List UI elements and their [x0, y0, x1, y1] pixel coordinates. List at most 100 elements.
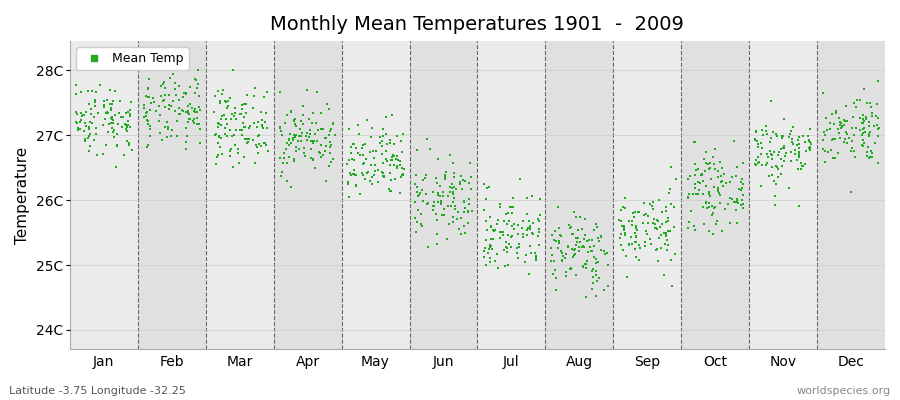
Point	[765, 164, 779, 170]
Point	[572, 235, 586, 241]
Point	[303, 154, 318, 161]
Point	[645, 199, 660, 205]
Point	[659, 230, 673, 236]
Point	[479, 195, 493, 202]
Point	[140, 86, 155, 93]
Point	[114, 124, 129, 130]
Point	[162, 106, 176, 112]
Point	[864, 104, 878, 110]
Point	[166, 98, 181, 104]
Point	[482, 245, 496, 252]
Point	[493, 201, 508, 208]
Point	[838, 118, 852, 124]
Point	[477, 254, 491, 260]
Point	[783, 131, 797, 137]
Point	[193, 126, 207, 132]
Point	[612, 217, 626, 223]
Point	[828, 136, 842, 142]
Point	[510, 244, 525, 251]
Point	[427, 199, 441, 206]
Point	[324, 142, 338, 148]
Point	[316, 126, 330, 132]
Point	[368, 162, 382, 168]
Point	[416, 176, 430, 183]
Point	[776, 133, 790, 140]
Point	[326, 120, 340, 126]
Point	[619, 273, 634, 280]
Point	[730, 220, 744, 226]
Point	[428, 211, 443, 218]
Point	[526, 230, 541, 237]
Point	[364, 174, 379, 180]
Point	[771, 173, 786, 180]
Point	[585, 268, 599, 275]
Point	[600, 283, 615, 289]
Point	[792, 154, 806, 161]
Point	[715, 165, 729, 171]
Point	[81, 87, 95, 94]
Point	[379, 156, 393, 162]
Point	[237, 101, 251, 107]
Point	[870, 160, 885, 166]
Point	[238, 136, 252, 142]
Point	[735, 205, 750, 212]
Point	[713, 158, 727, 165]
Point	[358, 176, 373, 182]
Point	[420, 135, 435, 142]
Point	[856, 116, 870, 122]
Bar	[749, 41, 817, 350]
Point	[78, 120, 93, 126]
Point	[834, 120, 849, 126]
Point	[373, 134, 387, 140]
Point	[826, 121, 841, 128]
Point	[227, 132, 241, 138]
Point	[292, 145, 306, 152]
Point	[418, 172, 433, 178]
Point	[377, 173, 392, 180]
Point	[661, 242, 675, 248]
Point	[729, 207, 743, 214]
Point	[302, 134, 316, 140]
Point	[857, 86, 871, 92]
Point	[211, 120, 225, 126]
Point	[767, 149, 781, 155]
Point	[736, 160, 751, 166]
Point	[857, 125, 871, 131]
Point	[440, 236, 454, 242]
Point	[668, 250, 682, 257]
Point	[731, 199, 745, 206]
Point	[703, 165, 717, 172]
Point	[594, 233, 608, 240]
Point	[638, 239, 652, 245]
Point	[482, 255, 497, 261]
Point	[644, 203, 659, 210]
Point	[122, 124, 137, 130]
Point	[865, 154, 879, 160]
Point	[548, 267, 562, 273]
Point	[653, 224, 668, 230]
Point	[853, 115, 868, 122]
Point	[414, 211, 428, 218]
Point	[280, 178, 294, 184]
Point	[220, 121, 234, 128]
Point	[146, 95, 160, 102]
Point	[751, 141, 765, 147]
Point	[284, 108, 298, 114]
Point	[511, 222, 526, 228]
Point	[179, 90, 194, 97]
Point	[280, 160, 294, 166]
Point	[585, 248, 599, 254]
Point	[748, 136, 762, 143]
Point	[457, 205, 472, 211]
Point	[419, 191, 434, 198]
Point	[439, 168, 454, 175]
Point	[559, 269, 573, 276]
Point	[572, 247, 586, 254]
Point	[90, 152, 104, 158]
Point	[108, 88, 122, 94]
Point	[705, 202, 719, 209]
Point	[234, 127, 248, 134]
Point	[454, 186, 469, 192]
Point	[566, 209, 580, 215]
Point	[429, 180, 444, 186]
